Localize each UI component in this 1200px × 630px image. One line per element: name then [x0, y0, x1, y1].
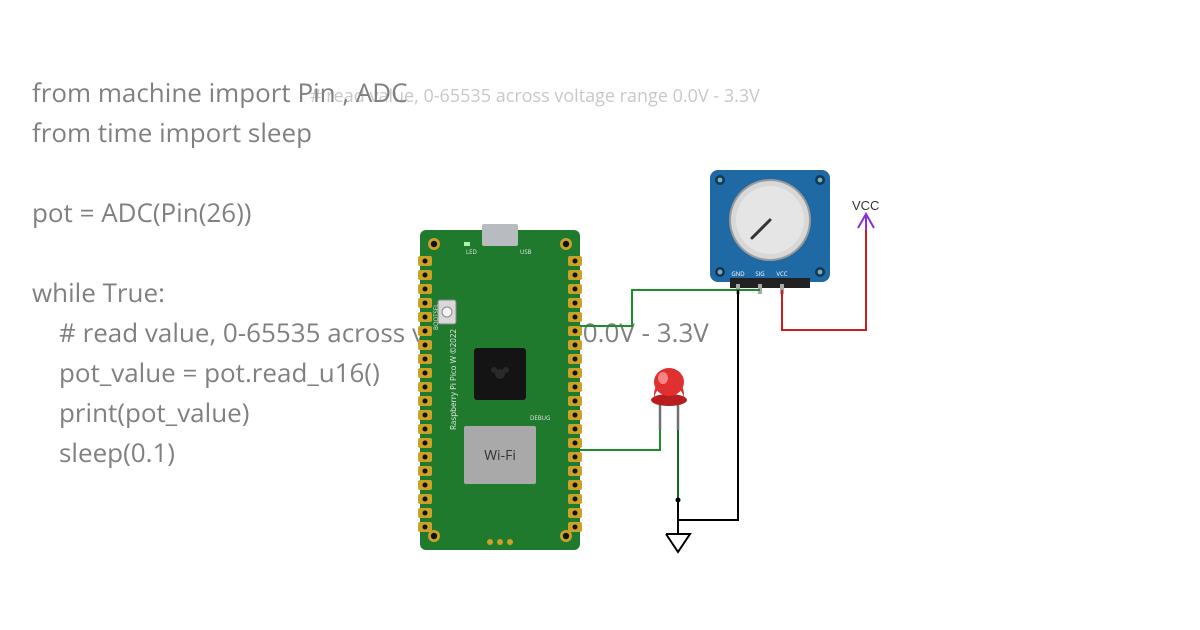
pot-pin-vcc: VCC [776, 270, 787, 278]
circuit-diagram: Wi-Fi LED USB DEBUG BOOTSEL Raspberry Pi… [0, 0, 1200, 630]
led-component [651, 368, 687, 430]
pot-pin-gnd: GND [731, 270, 744, 278]
pico-led-label: LED [466, 248, 477, 256]
pico-usb-label: USB [520, 248, 532, 256]
wire-sig-green [580, 290, 760, 326]
wire-led-anode [580, 430, 660, 450]
pico-board: Wi-Fi LED USB DEBUG BOOTSEL Raspberry Pi… [418, 224, 582, 550]
pico-side-label: Raspberry Pi Pico W ©2022 [448, 329, 459, 430]
gnd-symbol [666, 520, 690, 552]
vcc-symbol: VCC [852, 198, 879, 230]
potentiometer: GND SIG VCC [710, 170, 830, 294]
vcc-label: VCC [852, 198, 879, 213]
pot-pin-sig: SIG [755, 270, 764, 278]
wire-gnd-black [678, 290, 738, 520]
pico-debug-label: DEBUG [530, 414, 550, 422]
pico-wifi-label: Wi-Fi [484, 446, 516, 465]
pico-bootsel-label: BOOTSEL [432, 304, 440, 330]
